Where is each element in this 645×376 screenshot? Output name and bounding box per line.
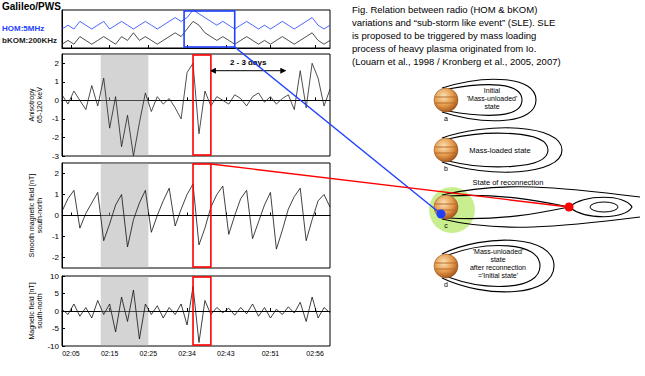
svg-text:Galileo/PWS: Galileo/PWS bbox=[2, 1, 61, 12]
svg-text:0: 0 bbox=[55, 96, 60, 105]
svg-text:-1: -1 bbox=[52, 114, 60, 123]
svg-text:02:05: 02:05 bbox=[62, 350, 80, 357]
svg-text:c: c bbox=[444, 222, 448, 229]
svg-text:-5: -5 bbox=[52, 324, 60, 333]
svg-text:State of reconnection: State of reconnection bbox=[473, 178, 544, 187]
svg-text:d: d bbox=[444, 281, 448, 288]
svg-text:-1: -1 bbox=[52, 232, 60, 241]
svg-text:south-north: south-north bbox=[36, 293, 43, 329]
svg-text:10: 10 bbox=[50, 272, 59, 281]
svg-text:02:15: 02:15 bbox=[101, 350, 119, 357]
svg-text:2 - 3 days: 2 - 3 days bbox=[230, 58, 267, 67]
svg-text:2: 2 bbox=[55, 169, 60, 178]
svg-text:1: 1 bbox=[55, 77, 60, 86]
svg-text:02:25: 02:25 bbox=[140, 350, 158, 357]
svg-text:variations and “sub-storm like: variations and “sub-storm like event” (S… bbox=[352, 17, 555, 28]
svg-text:02:51: 02:51 bbox=[262, 350, 280, 357]
svg-text:(Louarn et al., 1998 / Kronber: (Louarn et al., 1998 / Kronberg et al., … bbox=[352, 56, 561, 67]
svg-text:Initial: Initial bbox=[484, 87, 501, 94]
svg-text:'Mass-unloaded': 'Mass-unloaded' bbox=[473, 248, 524, 255]
svg-text:0: 0 bbox=[55, 211, 60, 220]
svg-text:a: a bbox=[444, 115, 448, 122]
svg-text:5: 5 bbox=[55, 289, 60, 298]
svg-text:-2: -2 bbox=[52, 133, 60, 142]
svg-text:HOM:5MHz: HOM:5MHz bbox=[2, 24, 44, 33]
svg-text:is proposed to be triggered by: is proposed to be triggered by mass load… bbox=[352, 30, 536, 41]
svg-text:02:43: 02:43 bbox=[217, 350, 235, 357]
svg-text:1: 1 bbox=[55, 190, 60, 199]
svg-text:65-120 keV: 65-120 keV bbox=[36, 87, 43, 123]
svg-text:state: state bbox=[490, 256, 505, 263]
svg-text:='Initial state': ='Initial state' bbox=[478, 272, 518, 279]
svg-text:after reconnection: after reconnection bbox=[470, 264, 526, 271]
svg-text:02:56: 02:56 bbox=[306, 350, 324, 357]
svg-text:state: state bbox=[484, 103, 499, 110]
svg-text:'Mass-unloaded': 'Mass-unloaded' bbox=[467, 95, 518, 102]
svg-text:2: 2 bbox=[55, 59, 60, 68]
svg-text:-10: -10 bbox=[47, 342, 59, 351]
svg-text:0: 0 bbox=[55, 307, 60, 316]
svg-text:-3: -3 bbox=[52, 152, 60, 161]
svg-text:process of heavy plasma origin: process of heavy plasma originated from … bbox=[352, 43, 536, 54]
svg-text:Magnetic field [nT]: Magnetic field [nT] bbox=[28, 282, 36, 339]
svg-text:-2: -2 bbox=[52, 253, 60, 262]
svg-text:b: b bbox=[444, 165, 448, 172]
svg-text:Mass-loaded state: Mass-loaded state bbox=[469, 146, 530, 155]
svg-text:bKOM:200KHz: bKOM:200KHz bbox=[2, 36, 57, 45]
svg-text:south-north: south-north bbox=[36, 198, 43, 234]
svg-text:02:34: 02:34 bbox=[178, 350, 196, 357]
svg-text:Anisotropy: Anisotropy bbox=[28, 88, 36, 122]
svg-text:Smooth magnetic field [nT]: Smooth magnetic field [nT] bbox=[28, 174, 36, 257]
svg-text:Fig. Relation between radio (: Fig. Relation between radio (HOM & bKOM) bbox=[352, 4, 537, 15]
